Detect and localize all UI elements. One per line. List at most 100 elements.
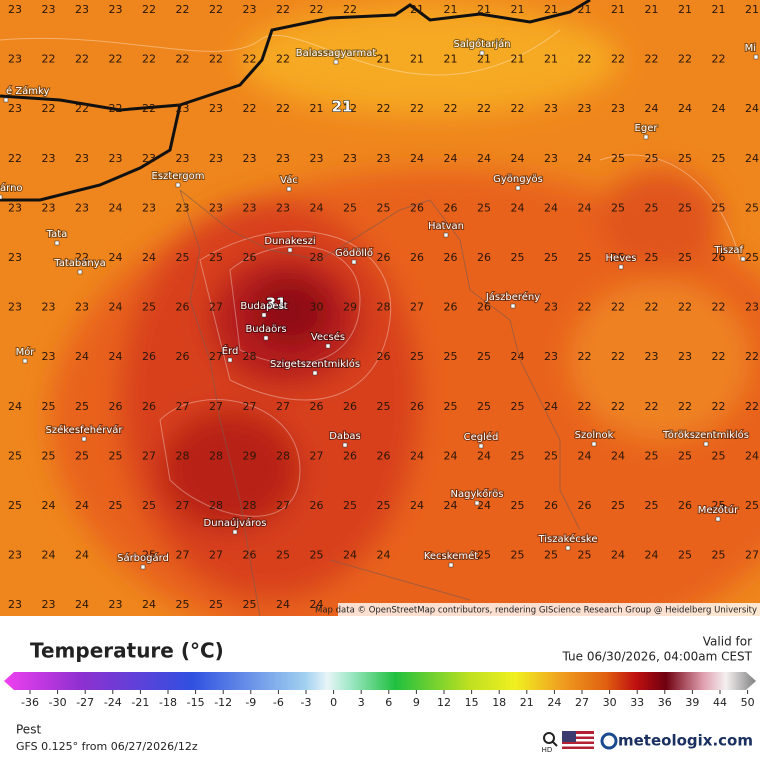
grid-value: 22 — [75, 251, 89, 264]
place-marker — [591, 441, 597, 447]
grid-value: 22 — [745, 400, 759, 413]
grid-value: 22 — [75, 102, 89, 115]
brand[interactable]: meteologix.com — [618, 732, 753, 750]
grid-value: 26 — [678, 499, 692, 512]
grid-value: 23 — [8, 549, 22, 562]
grid-value: 23 — [176, 152, 190, 165]
attribution: Map data © OpenStreetMap contributors, r… — [315, 606, 757, 616]
extreme-value: 31 — [266, 295, 287, 313]
grid-value: 25 — [209, 251, 223, 264]
scale-tick-label: 15 — [465, 696, 479, 709]
grid-value: 22 — [176, 53, 190, 66]
grid-value: 26 — [578, 499, 592, 512]
grid-value: 27 — [176, 499, 190, 512]
place-marker — [740, 256, 746, 262]
place-label: Kecskemét — [424, 550, 478, 562]
grid-value: 22 — [712, 301, 726, 314]
place-marker — [287, 247, 293, 253]
hd-label[interactable]: HD — [542, 746, 553, 754]
grid-value: 21 — [410, 53, 424, 66]
grid-value: 27 — [310, 449, 324, 462]
grid-value: 27 — [209, 400, 223, 413]
grid-value: 24 — [42, 499, 56, 512]
place-marker — [333, 59, 339, 65]
place-marker — [643, 134, 649, 140]
grid-value: 30 — [310, 301, 324, 314]
zoom-icon[interactable] — [543, 732, 555, 744]
place-marker — [478, 443, 484, 449]
grid-value: 26 — [343, 449, 357, 462]
grid-value: 26 — [410, 201, 424, 214]
grid-value: 24 — [276, 598, 290, 611]
model-run: GFS 0.125° from 06/27/2026/12z — [16, 740, 198, 753]
grid-value: 27 — [276, 499, 290, 512]
place-label: Jászberény — [485, 291, 540, 303]
grid-value: 22 — [578, 53, 592, 66]
grid-value: 24 — [745, 152, 759, 165]
grid-value: 22 — [611, 301, 625, 314]
place-marker — [54, 240, 60, 246]
grid-value: 23 — [276, 201, 290, 214]
grid-value: 28 — [243, 499, 257, 512]
grid-value: 22 — [75, 53, 89, 66]
grid-value: 22 — [578, 301, 592, 314]
grid-value: 26 — [243, 251, 257, 264]
grid-value: 26 — [444, 301, 458, 314]
grid-value: 22 — [645, 53, 659, 66]
place-label: Törökszentmiklós — [662, 429, 749, 441]
place-marker — [753, 54, 759, 60]
grid-value: 26 — [444, 201, 458, 214]
place-marker — [3, 97, 9, 103]
grid-value: 25 — [678, 449, 692, 462]
grid-value: 25 — [410, 350, 424, 363]
grid-value: 26 — [176, 350, 190, 363]
grid-value: 25 — [712, 152, 726, 165]
grid-value: 25 — [645, 499, 659, 512]
grid-value: 27 — [209, 350, 223, 363]
grid-value: 22 — [678, 400, 692, 413]
grid-value: 25 — [444, 400, 458, 413]
grid-value: 25 — [109, 449, 123, 462]
place-marker — [618, 264, 624, 270]
scale-tick-label: 36 — [658, 696, 672, 709]
grid-value: 23 — [544, 350, 558, 363]
scale-tick-label: -27 — [76, 696, 94, 709]
place-marker — [140, 564, 146, 570]
grid-value: 21 — [544, 53, 558, 66]
grid-value: 25 — [678, 201, 692, 214]
grid-value: 21 — [511, 53, 525, 66]
grid-value: 23 — [310, 152, 324, 165]
place-marker — [715, 516, 721, 522]
place-label: Esztergom — [152, 171, 205, 182]
grid-value: 24 — [310, 598, 324, 611]
grid-value: 25 — [42, 449, 56, 462]
grid-value: 26 — [477, 251, 491, 264]
grid-value: 22 — [209, 3, 223, 16]
grid-value: 25 — [511, 400, 525, 413]
grid-value: 22 — [343, 102, 357, 115]
grid-value: 24 — [410, 152, 424, 165]
place-marker — [351, 259, 357, 265]
grid-value: 25 — [645, 251, 659, 264]
scale-tick-label: 27 — [575, 696, 589, 709]
grid-value: 23 — [645, 350, 659, 363]
grid-value: 24 — [109, 251, 123, 264]
grid-value: 21 — [511, 3, 525, 16]
scale-tick-label: -9 — [245, 696, 256, 709]
flag-icon[interactable] — [562, 731, 594, 751]
grid-value: 23 — [544, 301, 558, 314]
map: 23 23 23 23 22 22 22 23 22 22 22 21 21 21 21 21 21 21 21 21… — [0, 0, 760, 616]
grid-value: 22 — [8, 152, 22, 165]
grid-value: 25 — [176, 251, 190, 264]
place-label: Hatvan — [428, 221, 464, 232]
grid-value: 29 — [243, 449, 257, 462]
grid-value: 24 — [511, 152, 525, 165]
grid-value: 22 — [712, 53, 726, 66]
grid-value: 27 — [209, 301, 223, 314]
grid-value: 24 — [142, 598, 156, 611]
scale-tick-label: -12 — [214, 696, 232, 709]
place-marker — [443, 232, 449, 238]
grid-value: 24 — [578, 449, 592, 462]
grid-value: 23 — [611, 102, 625, 115]
grid-value: 23 — [109, 3, 123, 16]
